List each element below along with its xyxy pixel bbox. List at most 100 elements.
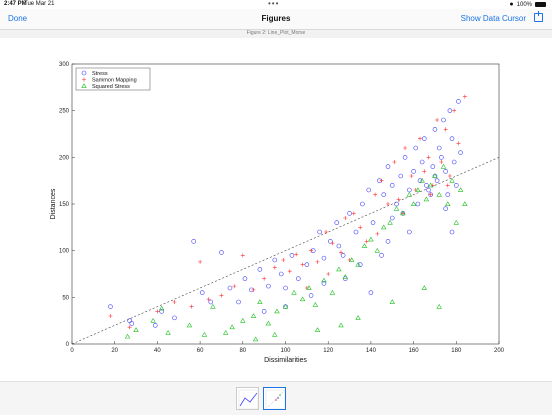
data-point-circle xyxy=(308,293,314,298)
data-point-plus xyxy=(155,309,160,314)
data-point-circle xyxy=(278,271,284,277)
data-point-triangle xyxy=(374,247,381,253)
data-point-circle xyxy=(159,309,164,314)
data-point-plus xyxy=(281,258,286,262)
data-point-circle xyxy=(257,267,263,272)
data-point-triangle xyxy=(361,243,368,248)
y-tick-label: 200 xyxy=(59,155,70,161)
x-tick-label: 160 xyxy=(409,348,420,354)
data-point-triangle xyxy=(457,187,464,192)
data-point-triangle xyxy=(453,219,460,225)
done-button[interactable]: Done xyxy=(8,14,28,23)
data-point-plus xyxy=(456,141,461,146)
data-point-circle xyxy=(108,304,113,309)
x-tick-label: 80 xyxy=(239,348,246,354)
wifi-icon: ● xyxy=(509,1,514,8)
data-point-plus xyxy=(445,183,450,188)
x-tick-label: 200 xyxy=(494,348,505,354)
battery-icon xyxy=(535,2,546,7)
data-point-circle xyxy=(432,127,438,132)
status-time: 2:47 PM xyxy=(4,1,27,7)
multitasking-dots[interactable]: ••• xyxy=(268,0,280,8)
data-point-triangle xyxy=(186,322,193,328)
data-point-circle xyxy=(443,169,448,174)
data-point-circle xyxy=(321,255,327,261)
data-point-triangle xyxy=(158,305,165,311)
data-point-circle xyxy=(413,145,419,151)
data-point-plus xyxy=(364,239,369,244)
data-point-plus xyxy=(443,127,448,132)
data-point-triangle xyxy=(368,236,374,242)
thumbnail-2-icon xyxy=(265,389,285,409)
data-point-circle xyxy=(449,229,455,235)
data-point-plus xyxy=(262,276,267,281)
figure-thumbnail-2[interactable] xyxy=(263,387,286,410)
data-point-plus xyxy=(392,160,397,164)
x-axis-label: Dissimilarities xyxy=(264,357,307,364)
data-point-plus xyxy=(373,192,378,197)
data-point-triangle xyxy=(462,201,468,206)
x-tick-label: 140 xyxy=(366,348,377,354)
legend-marker-circle xyxy=(81,70,87,76)
data-point-circle xyxy=(266,283,271,289)
data-point-triangle xyxy=(355,261,361,267)
data-point-triangle xyxy=(389,299,395,304)
data-point-plus xyxy=(108,314,113,318)
data-point-triangle xyxy=(410,201,417,206)
data-point-triangle xyxy=(321,277,327,283)
data-point-circle xyxy=(407,229,412,235)
data-point-triangle xyxy=(165,330,171,335)
data-point-plus xyxy=(379,178,384,183)
legend-marker-plus xyxy=(82,77,86,82)
data-point-circle xyxy=(415,201,421,207)
data-point-circle xyxy=(385,239,391,244)
figure-thumbnail-bar xyxy=(0,381,552,415)
data-point-triangle xyxy=(314,327,321,332)
data-point-triangle xyxy=(348,257,355,262)
data-point-circle xyxy=(389,183,395,188)
plot-area xyxy=(71,63,500,345)
legend-label: Sammon Mapping xyxy=(92,78,137,84)
legend-label: Stress xyxy=(92,71,108,77)
data-point-plus xyxy=(358,225,363,230)
data-point-plus xyxy=(287,269,292,274)
data-point-triangle xyxy=(419,177,425,183)
data-point-plus xyxy=(232,284,237,289)
data-point-circle xyxy=(347,211,352,216)
data-point-circle xyxy=(445,192,451,197)
share-icon[interactable] xyxy=(534,11,543,22)
figure-thumbnail-1[interactable] xyxy=(236,387,259,410)
data-point-circle xyxy=(458,150,463,155)
data-point-circle xyxy=(219,250,224,255)
data-point-triangle xyxy=(415,187,421,192)
data-point-triangle xyxy=(387,219,393,225)
data-point-circle xyxy=(152,323,158,328)
data-point-circle xyxy=(379,253,384,258)
data-point-plus xyxy=(351,211,356,216)
y-tick-label: 100 xyxy=(59,249,70,255)
data-point-triangle xyxy=(274,308,280,314)
data-point-triangle xyxy=(380,224,387,230)
battery-percent: 100% xyxy=(516,1,532,8)
data-point-circle xyxy=(191,239,196,244)
data-point-triangle xyxy=(272,331,278,337)
data-point-triangle xyxy=(306,285,312,290)
data-point-circle xyxy=(447,108,453,113)
data-point-plus xyxy=(428,192,433,197)
x-tick-label: 40 xyxy=(154,348,161,354)
scatter-plot[interactable]: 0 20 40 60 80 100 120 140 160 180 200 0 50 100 150 200 2… xyxy=(0,38,552,381)
data-point-circle xyxy=(317,229,322,235)
data-point-triangle xyxy=(133,327,139,332)
figure-title: Figure 2: Line_Plot_Morse xyxy=(246,30,306,36)
show-data-cursor-button[interactable]: Show Data Cursor xyxy=(460,14,526,23)
y-tick-label: 0 xyxy=(66,342,70,348)
data-point-plus xyxy=(309,248,314,253)
navigation-bar: Done Figures Show Data Cursor xyxy=(0,9,552,30)
data-point-plus xyxy=(403,146,408,150)
x-tick-label: 180 xyxy=(451,348,462,354)
status-bar: 2:47 PM Tue Mar 21 ••• ● 100% xyxy=(0,0,552,9)
data-point-circle xyxy=(430,164,436,169)
thumbnail-1-icon xyxy=(238,389,258,409)
data-point-circle xyxy=(436,145,442,151)
data-point-triangle xyxy=(449,177,455,183)
